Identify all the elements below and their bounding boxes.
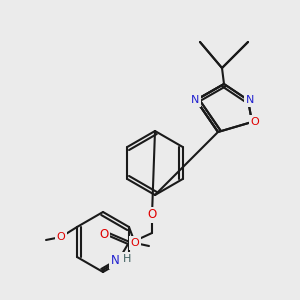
Text: N: N [191,95,199,105]
Text: O: O [57,232,65,242]
Text: O: O [147,208,157,221]
Text: H: H [123,254,131,264]
Text: N: N [111,254,119,268]
Text: O: O [130,238,140,248]
Text: O: O [99,229,109,242]
Text: O: O [250,117,260,127]
Text: N: N [246,95,254,105]
